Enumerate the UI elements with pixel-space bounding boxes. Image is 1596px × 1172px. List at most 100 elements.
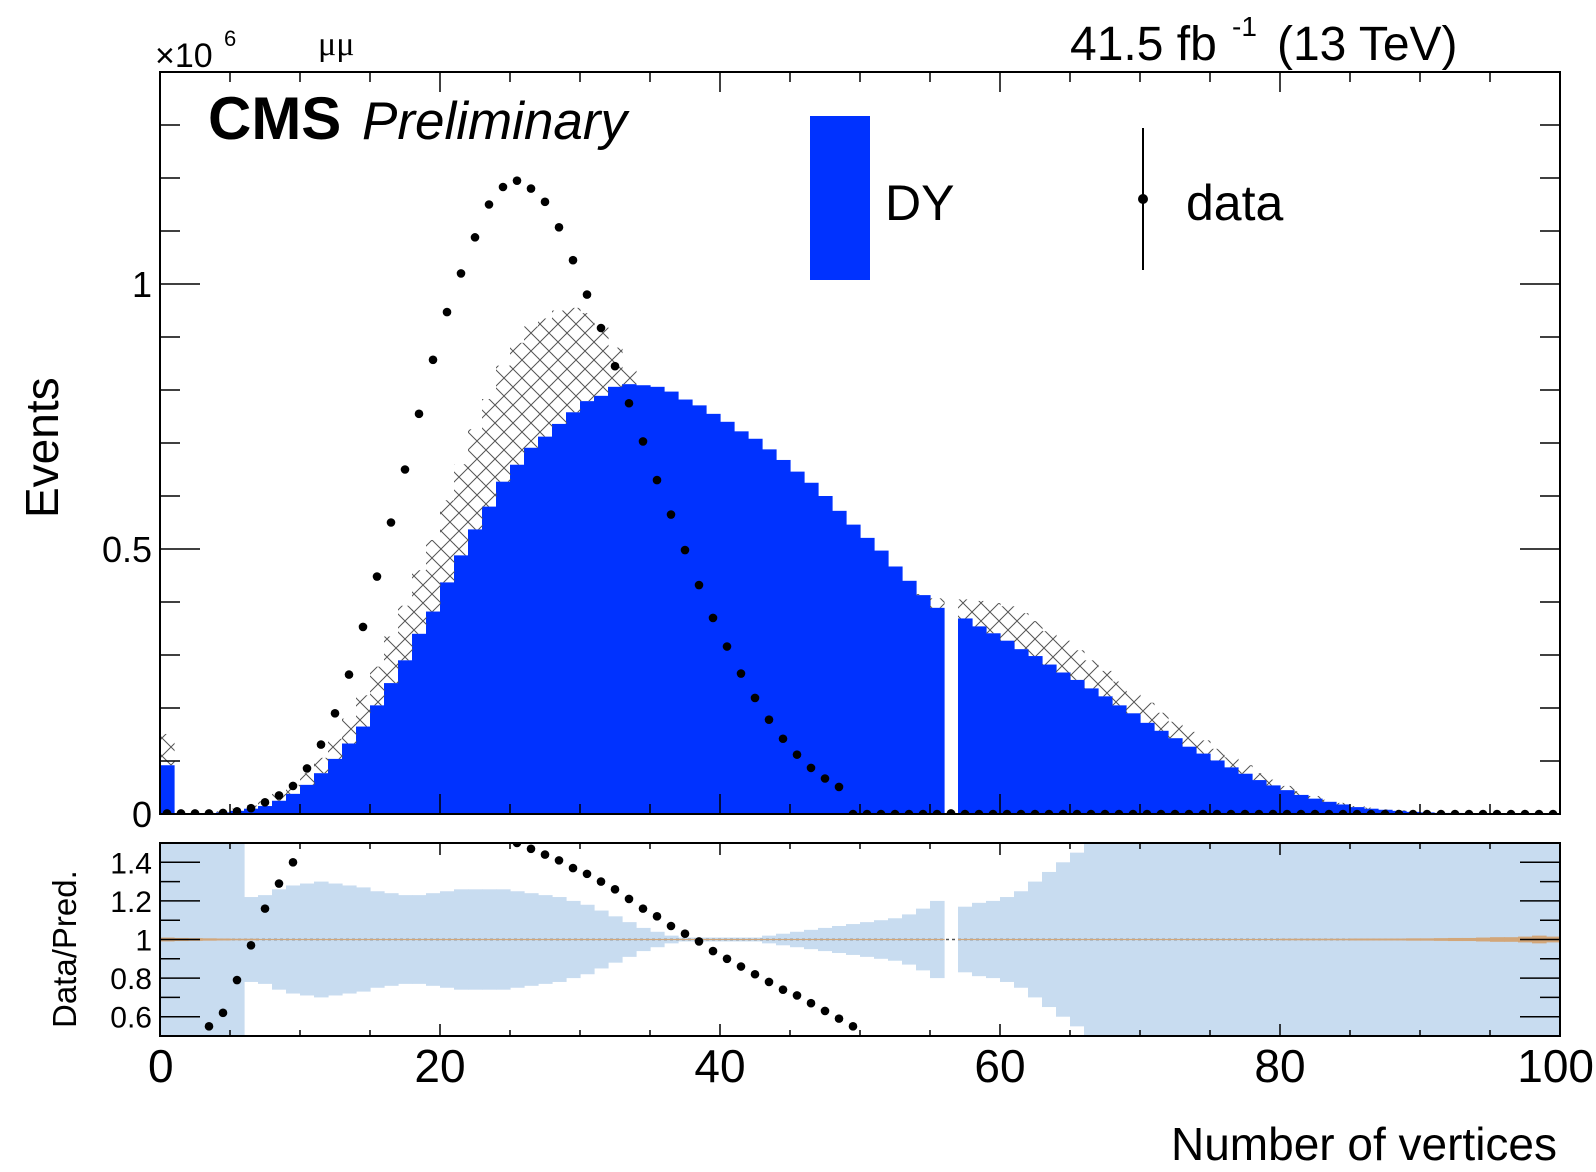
data-point	[876, 809, 886, 814]
data-point	[582, 290, 592, 299]
uncertainty-hatch	[972, 600, 987, 627]
data-point	[820, 774, 830, 783]
ratio-stat-band	[286, 938, 301, 941]
uncertainty-hatch	[1364, 807, 1379, 809]
ratio-stat-band	[958, 938, 973, 941]
dy-bar	[594, 395, 609, 814]
ratio-stat-band	[1280, 938, 1295, 941]
ratio-stat-band	[1182, 938, 1197, 941]
ratio-stat-band	[216, 938, 231, 941]
ratio-stat-band	[468, 938, 483, 941]
uncertainty-hatch	[1154, 712, 1169, 731]
main-y-tick-labels: 00.51	[102, 264, 152, 835]
data-point	[1100, 809, 1110, 814]
data-point	[792, 750, 802, 759]
ratio-stat-band	[986, 938, 1001, 941]
data-point	[1142, 809, 1152, 814]
ratio-point	[568, 863, 578, 873]
uncertainty-hatch	[370, 666, 385, 706]
dy-bar	[580, 401, 595, 814]
uncertainty-hatch	[1378, 809, 1393, 810]
ratio-stat-band	[412, 938, 427, 941]
uncertainty-hatch	[1252, 773, 1267, 781]
data-point	[596, 323, 606, 333]
ratio-point	[694, 937, 704, 946]
dy-bar	[1098, 696, 1113, 814]
ratio-stat-band	[440, 938, 455, 941]
dy-bar	[748, 438, 763, 814]
uncertainty-hatch	[496, 365, 511, 482]
data-point	[1520, 809, 1530, 814]
uncertainty-hatch	[1238, 765, 1253, 774]
dy-bar	[804, 482, 819, 814]
data-point	[1492, 809, 1502, 814]
ratio-point	[806, 998, 816, 1008]
dy-bar	[356, 726, 371, 814]
data-point	[1254, 809, 1264, 814]
ratio-stat-band	[832, 938, 847, 941]
ratio-stat-band	[762, 938, 777, 941]
data-point	[260, 798, 270, 807]
dy-bar	[1154, 730, 1169, 814]
ratio-stat-band	[678, 938, 693, 941]
data-point	[1002, 809, 1012, 814]
dy-bar	[1126, 713, 1141, 814]
ratio-stat-band	[1476, 937, 1491, 942]
ratio-point	[736, 962, 746, 971]
dy-bar	[524, 447, 539, 814]
data-point	[1282, 809, 1292, 814]
data-point	[386, 518, 396, 527]
ratio-point	[204, 1022, 214, 1031]
dy-bar	[510, 464, 525, 814]
ratio-point	[540, 850, 550, 859]
ratio-stat-band	[230, 938, 245, 941]
dy-bar	[972, 626, 987, 814]
data-point	[1450, 809, 1460, 814]
dy-bar	[566, 412, 581, 814]
ratio-point	[778, 985, 788, 994]
data-point	[652, 475, 662, 485]
ratio-stat-band	[734, 938, 749, 941]
dy-bar	[384, 683, 399, 814]
data-point	[750, 693, 760, 703]
data-point	[1310, 809, 1320, 814]
dy-bar	[1140, 722, 1155, 814]
data-point	[554, 222, 564, 232]
ratio-point	[834, 1014, 844, 1023]
ratio-stat-band	[818, 938, 833, 941]
data-point	[162, 809, 172, 814]
dy-bar	[1168, 738, 1183, 814]
ratio-stat-band	[1294, 938, 1309, 941]
data-point	[218, 808, 228, 814]
ratio-stat-band	[846, 938, 861, 941]
ratio-stat-band	[1266, 938, 1281, 941]
uncertainty-hatch	[1126, 691, 1141, 714]
uncertainty-hatch	[1112, 681, 1127, 706]
dy-bar	[916, 595, 931, 814]
dy-bar	[608, 386, 623, 814]
uncertainty-hatch	[1266, 779, 1281, 786]
ratio-point	[666, 921, 676, 931]
legend-data-label: data	[1186, 175, 1284, 231]
uncertainty-hatch	[510, 342, 525, 465]
legend-dy-label: DY	[885, 175, 954, 231]
uncertainty-hatch	[482, 399, 497, 507]
data-point	[1072, 809, 1082, 814]
main-axis-ticks	[159, 71, 1561, 815]
ratio-stat-band	[1140, 938, 1155, 941]
ratio-stat-band	[482, 938, 497, 941]
data-point	[540, 197, 550, 207]
dy-bar	[1000, 640, 1015, 814]
x-tick-label: 20	[414, 1040, 465, 1092]
uncertainty-hatch	[1350, 806, 1365, 808]
uncertainty-hatch	[398, 605, 413, 661]
dy-bar	[440, 582, 455, 814]
data-point	[862, 809, 872, 814]
ratio-stat-band	[1406, 938, 1421, 941]
x-tick-labels: 0 20 40 60 80 100	[148, 1040, 1594, 1092]
uncertainty-hatch	[986, 603, 1001, 634]
data-point	[400, 465, 410, 474]
ratio-panel	[159, 842, 1561, 1037]
data-point	[806, 763, 816, 773]
